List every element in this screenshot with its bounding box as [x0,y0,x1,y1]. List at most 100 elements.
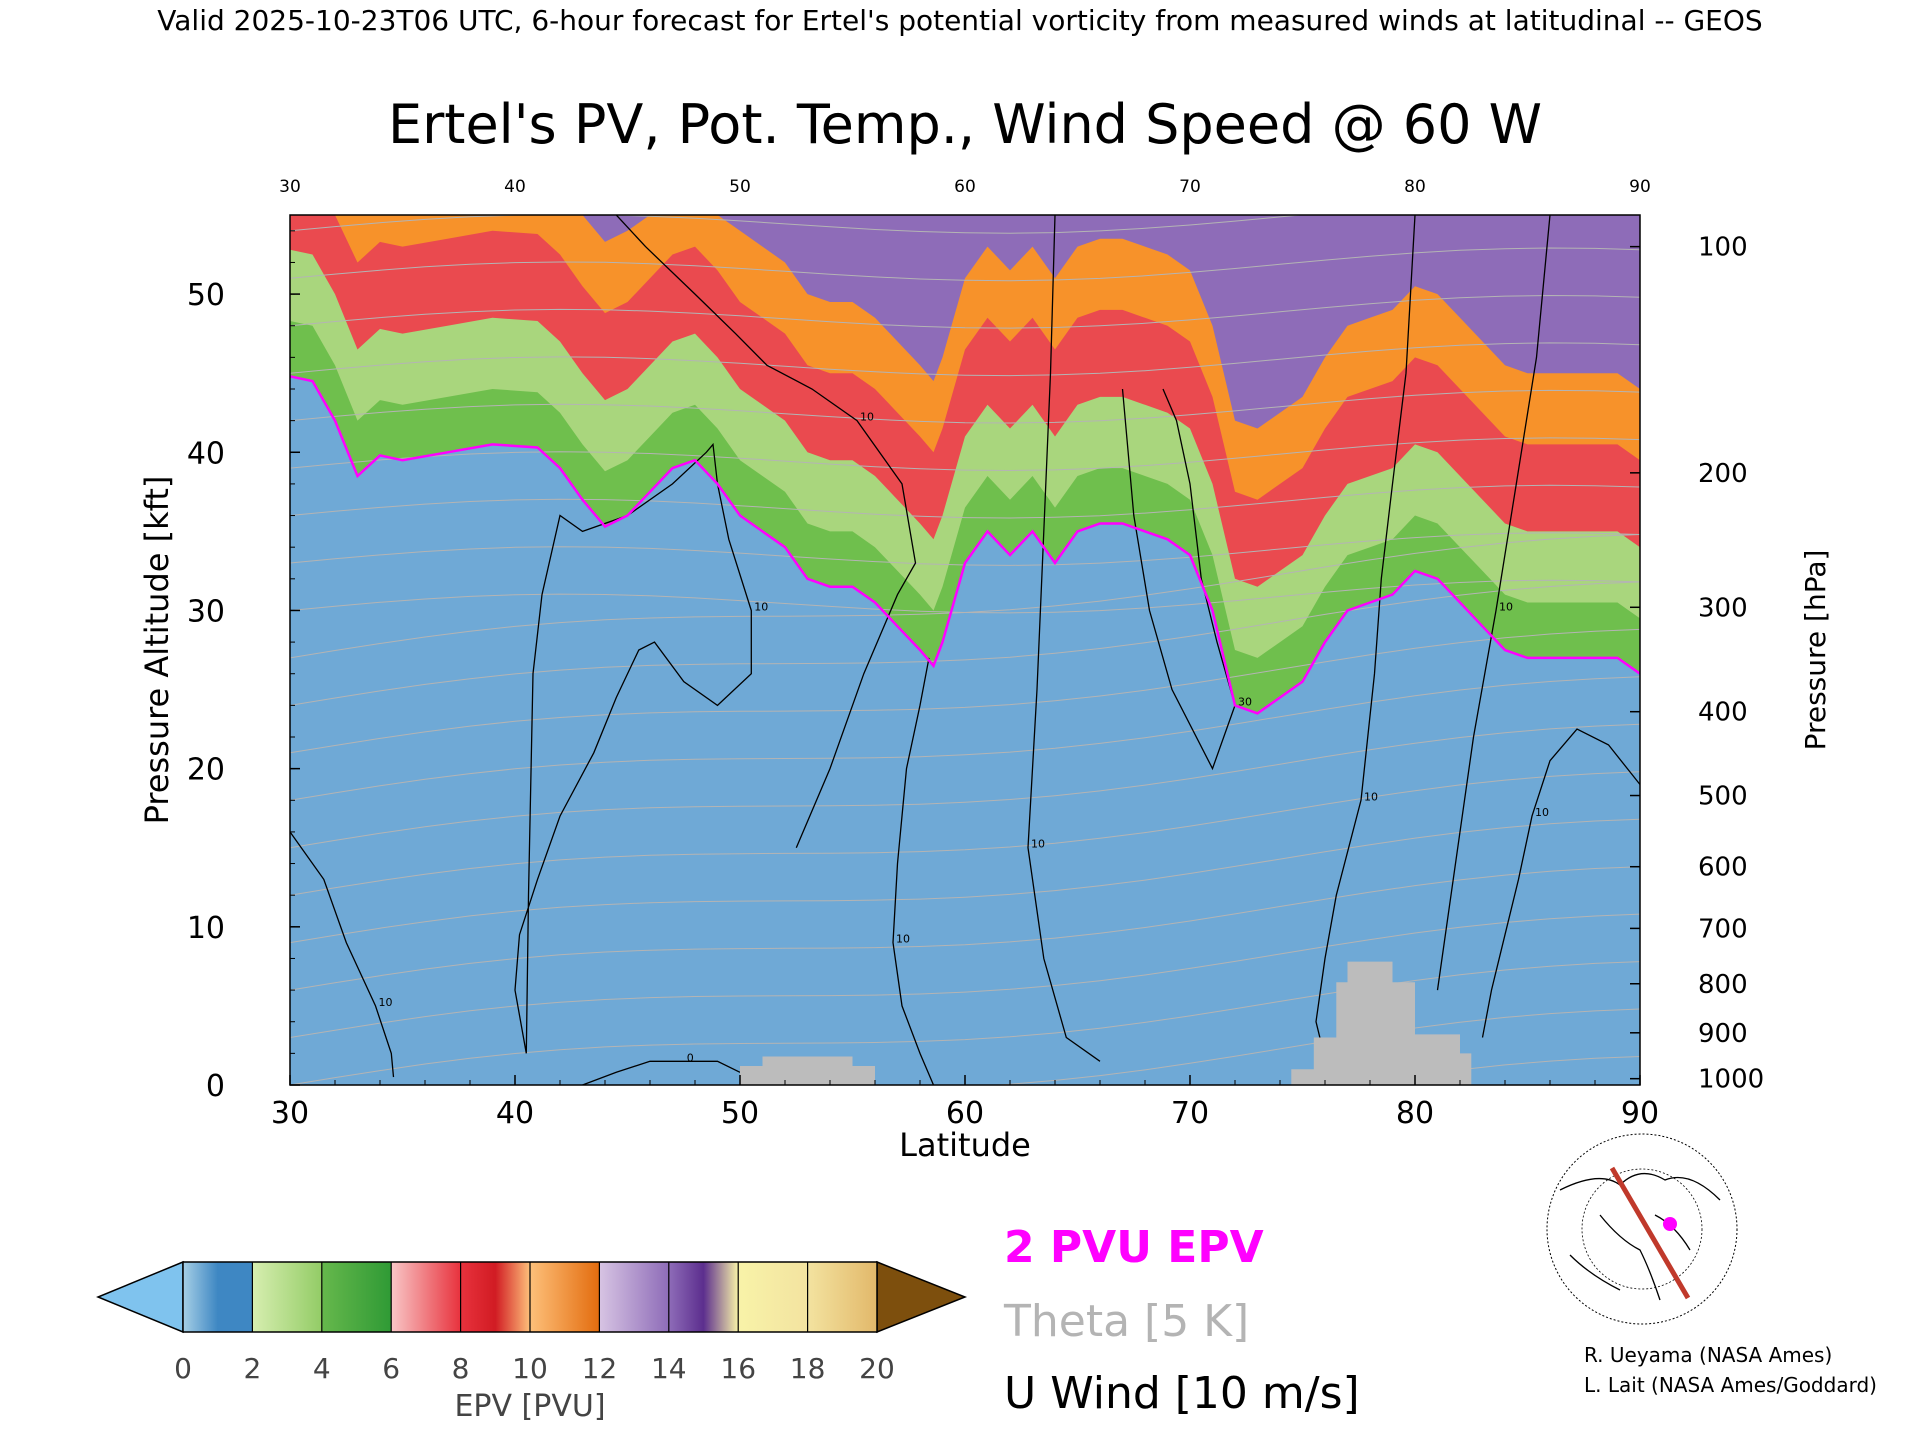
legend-u-wind: U Wind [10 m/s] [1004,1368,1360,1419]
wind-contour [290,831,395,1078]
wind-contour-label: 10 [1364,790,1378,803]
x-top-tick-label: 40 [504,177,526,197]
x-tick-label: 90 [1621,1096,1659,1131]
y-tick-label: 10 [187,911,225,946]
y-axis-ticks: 0 10 20 30 40 50 [187,230,300,1104]
colorbar-tick-label: 14 [651,1352,687,1385]
x-top-tick-label: 90 [1629,177,1651,197]
colorbar-tick-label: 8 [452,1352,470,1385]
wind-contour-label: 10 [1499,600,1513,613]
legend-theta: Theta [5 K] [1003,1296,1249,1347]
pressure-tick-label: 100 [1698,233,1748,263]
theta-contour [290,484,1640,519]
colorbar-label: EPV [PVU] [454,1389,605,1424]
pressure-axis-ticks: 100 200 300 400 500 600 700 800 900 1000 [1630,233,1764,1095]
wind-contours: 10 10 0 10 10 30 10 10 10 10 [290,215,1640,1085]
theta-contour [290,913,1640,1038]
theta-contours [290,215,1640,1085]
theta-contour [290,581,1640,706]
credit-line-1: R. Ueyama (NASA Ames) [1584,1343,1832,1367]
y-tick-label: 50 [187,278,225,313]
colorbar-tick-labels: 0 2 4 6 8 10 12 14 16 18 20 [174,1352,895,1385]
colorbar: 0 2 4 6 8 10 12 14 16 18 20 EPV [PVU] [96,1260,968,1424]
troposphere-fill [290,376,1640,1085]
x-axis-label: Latitude [899,1126,1031,1164]
x-tick-label: 30 [271,1096,309,1131]
chart-title: Ertel's PV, Pot. Temp., Wind Speed @ 60 … [388,93,1542,156]
colorbar-tick-label: 12 [582,1352,618,1385]
legend: 2 PVU EPV Theta [5 K] U Wind [10 m/s] [1003,1222,1360,1419]
x-tick-label: 70 [1171,1096,1209,1131]
wind-contour-label: 10 [860,411,874,424]
theta-contour [290,389,1640,424]
theta-contour [290,818,1640,944]
pressure-tick-label: 300 [1698,593,1748,623]
tropopause-2pvu-line [290,375,1640,715]
wind-contour-label: 10 [754,600,768,613]
colorbar-tick-label: 6 [382,1352,400,1385]
pressure-tick-label: 800 [1698,970,1748,1000]
colorbar-tick-label: 20 [859,1352,895,1385]
x-tick-label: 80 [1396,1096,1434,1131]
x-top-tick-label: 50 [729,177,751,197]
wind-contour [1436,215,1551,991]
wind-contour [1315,215,1416,1078]
legend-2pvu-epv: 2 PVU EPV [1004,1222,1264,1273]
colorbar-tick-label: 2 [243,1352,261,1385]
pressure-tick-label: 700 [1698,914,1748,944]
wind-contour-label: 10 [1535,806,1549,819]
colorbar-tick-label: 10 [512,1352,548,1385]
x-tick-label: 50 [721,1096,759,1131]
colorbar-dividers [251,1262,809,1332]
wind-contour [1481,728,1640,1038]
pressure-tick-label: 600 [1698,853,1748,883]
colorbar-tick-label: 18 [790,1352,826,1385]
y-axis-label: Pressure Altitude [kft] [138,476,176,825]
x-top-tick-label: 80 [1404,177,1426,197]
colorbar-over-arrow [876,1260,968,1334]
pressure-tick-label: 400 [1698,698,1748,728]
x-tick-label: 40 [496,1096,534,1131]
route-point [1663,1217,1677,1231]
valid-time-header: Valid 2025-10-23T06 UTC, 6-hour forecast… [157,4,1762,37]
x-top-tick-label: 60 [954,177,976,197]
credit-line-2: L. Lait (NASA Ames/Goddard) [1584,1373,1877,1397]
theta-contour [290,294,1640,329]
theta-contour [290,723,1640,849]
topography [740,961,1472,1085]
y-tick-label: 40 [187,436,225,471]
theta-contour [290,961,1640,1085]
wind-contour [892,657,935,1085]
x-tick-label: 60 [946,1096,984,1131]
wind-contour [1027,215,1101,1062]
theta-contour [290,676,1640,801]
y-tick-label: 0 [206,1069,225,1104]
wind-contour-label: 10 [1031,838,1045,851]
wind-contour-label: 0 [687,1051,694,1064]
pressure-tick-label: 1000 [1698,1065,1764,1095]
theta-contour [290,437,1640,472]
colorbar-tick-label: 0 [174,1352,192,1385]
pressure-tick-label: 200 [1698,459,1748,489]
pressure-tick-label: 900 [1698,1019,1748,1049]
wind-contour-label: 10 [379,996,393,1009]
theta-contour [290,579,1640,614]
colorbar-under-arrow [96,1260,184,1334]
top-stratosphere-layer [290,215,1640,429]
polar-map-icon [1544,1133,1740,1325]
x-top-tick-label: 30 [279,177,301,197]
colorbar-tick-label: 4 [313,1352,331,1385]
pressure-axis-label: Pressure [hPa] [1799,550,1832,751]
y-tick-label: 20 [187,753,225,788]
theta-contour [290,342,1640,377]
wind-contour-label: 30 [1238,695,1252,708]
wind-contour [615,215,917,848]
theta-contour [290,628,1640,754]
wind-contour [514,442,752,1054]
wind-contour [582,1060,741,1085]
route-line [1609,1166,1691,1300]
colorbar-tick-label: 16 [720,1352,756,1385]
theta-contour [290,866,1640,991]
